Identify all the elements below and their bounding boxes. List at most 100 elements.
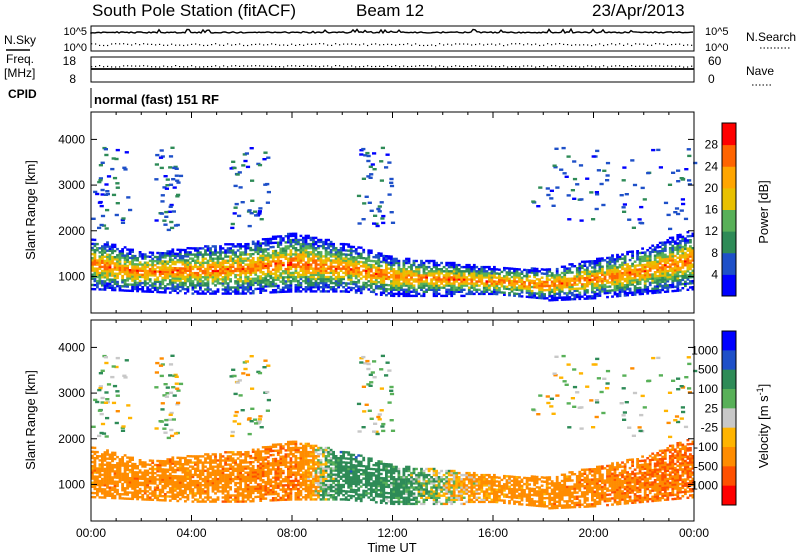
power-cell (465, 282, 469, 285)
velocity-cell (113, 470, 117, 473)
velocity-cell (151, 469, 155, 473)
power-cell (392, 278, 396, 281)
power-cell (199, 267, 202, 271)
power-cell (643, 284, 647, 287)
power-cell (432, 263, 436, 267)
power-cell (302, 259, 305, 262)
power-cell (257, 212, 262, 215)
power-ylabel: Slant Range [km] (23, 160, 38, 260)
power-cell (611, 268, 614, 272)
power-cell (103, 288, 107, 291)
power-cell (661, 264, 665, 267)
power-cell (678, 244, 682, 247)
power-cell (638, 274, 642, 277)
power-cell (565, 267, 569, 270)
power-cell (583, 264, 587, 267)
power-cell (445, 278, 449, 281)
power-cell (111, 262, 114, 265)
power-cell (648, 283, 652, 287)
power-cell (97, 226, 102, 230)
power-cell (239, 243, 242, 246)
power-cell (671, 283, 675, 287)
power-cell (289, 257, 293, 260)
power-cell (276, 276, 280, 279)
power-cell (103, 272, 107, 275)
power-cell (271, 256, 275, 259)
power-cell (204, 282, 207, 285)
power-cell (201, 269, 205, 273)
power-cell (121, 256, 124, 259)
power-cell (241, 257, 245, 260)
power-cell (591, 274, 594, 277)
power-cell (528, 279, 531, 282)
power-cell (673, 271, 677, 274)
power-cell (633, 264, 637, 267)
power-cell (668, 253, 672, 256)
velocity-cell (111, 468, 114, 471)
power-cell (663, 245, 667, 248)
power-cell (452, 272, 456, 275)
velocity-cell (141, 463, 145, 466)
power-cell (211, 259, 215, 262)
power-cell (123, 266, 127, 270)
power-cell (636, 252, 639, 255)
velocity-cell (98, 496, 102, 499)
nave-point (271, 65, 273, 67)
power-cell (133, 254, 137, 258)
power-cell (211, 282, 215, 285)
power-cell (249, 273, 253, 276)
power-cell (226, 269, 230, 273)
nsearch-point (663, 43, 665, 45)
power-cell (412, 270, 416, 273)
power-cell (427, 270, 431, 273)
power-cell (447, 274, 451, 277)
power-cell (93, 259, 97, 262)
power-cell (322, 255, 325, 258)
power-cell (234, 288, 237, 291)
power-cell (558, 288, 562, 291)
power-cell (158, 280, 162, 284)
power-cell (133, 256, 137, 260)
power-cell (292, 234, 295, 238)
power-cell (679, 177, 684, 180)
power-cell (422, 265, 426, 269)
nave-point (543, 65, 545, 67)
power-cell (379, 271, 383, 274)
power-cell (374, 272, 378, 275)
power-cell (460, 276, 464, 279)
power-cell (643, 251, 647, 254)
velocity-cell (166, 458, 170, 461)
power-cell (287, 253, 290, 256)
power-cell (636, 250, 639, 253)
nave-point (259, 65, 261, 67)
power-cell (508, 292, 511, 295)
power-cell (244, 273, 248, 277)
power-cell (666, 288, 670, 291)
power-cell (362, 261, 366, 264)
power-cell (100, 161, 105, 164)
power-cell (151, 270, 155, 273)
power-cell (663, 265, 667, 269)
power-cell (101, 265, 104, 269)
power-cell (633, 268, 637, 272)
power-cell (233, 206, 238, 209)
power-cell (173, 256, 177, 260)
power-cell (365, 151, 370, 155)
power-cell (241, 261, 245, 264)
power-cell (234, 276, 237, 279)
power-cell (224, 286, 227, 289)
power-cell (553, 298, 557, 302)
power-cell (455, 272, 459, 275)
power-cell (671, 259, 675, 262)
power-cell (673, 258, 677, 262)
power-cell (324, 257, 328, 260)
velocity-cell (133, 477, 137, 480)
power-cell (678, 266, 682, 269)
power-cell (319, 290, 323, 293)
power-cell (447, 270, 451, 273)
power-cell (553, 282, 557, 285)
power-cell (151, 282, 155, 285)
velocity-cell (133, 487, 137, 490)
power-cell (691, 273, 695, 277)
power-cell (559, 168, 564, 171)
